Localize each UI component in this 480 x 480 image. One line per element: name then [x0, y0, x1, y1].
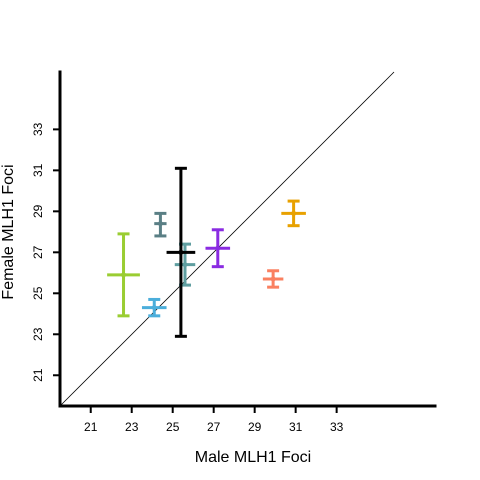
point-marker: [151, 305, 157, 311]
data-point-2: [141, 297, 167, 318]
data-point-7: [262, 269, 284, 289]
data-point-3: [154, 211, 167, 238]
x-tick-label: 27: [207, 420, 221, 434]
point-marker: [178, 249, 184, 255]
y-tick-label: 21: [31, 368, 45, 382]
axes: 21 23 25 27 29 31 33 21 23 25 27 29 31 33: [31, 70, 437, 434]
y-tick-label: 27: [31, 245, 45, 259]
x-tick-label: 25: [166, 420, 180, 434]
x-axis-title: Male MLH1 Foci: [195, 449, 311, 466]
point-marker: [270, 276, 276, 282]
data-points: [107, 166, 306, 338]
reference-line-group: [59, 71, 395, 407]
y-tick-label: 23: [31, 327, 45, 341]
y-tick-label: 33: [31, 122, 45, 136]
data-point-5: [166, 166, 196, 338]
y-tick-label: 25: [31, 286, 45, 300]
point-marker: [291, 210, 297, 216]
data-point-8: [281, 199, 306, 228]
x-tick-label: 29: [248, 420, 262, 434]
point-marker: [157, 221, 163, 227]
x-tick-label: 23: [125, 420, 139, 434]
y-tick-label: 31: [31, 163, 45, 177]
identity-line: [59, 71, 395, 407]
data-point-6: [205, 228, 231, 269]
point-marker: [182, 262, 188, 268]
y-tick-label: 29: [31, 204, 45, 218]
point-marker: [215, 245, 221, 251]
x-tick-label: 31: [289, 420, 303, 434]
y-axis-title: Female MLH1 Foci: [0, 164, 17, 299]
data-point-4: [174, 242, 196, 287]
x-tick-label: 21: [84, 420, 98, 434]
point-marker: [121, 272, 127, 278]
x-tick-label: 33: [330, 420, 344, 434]
data-point-1: [107, 232, 140, 318]
